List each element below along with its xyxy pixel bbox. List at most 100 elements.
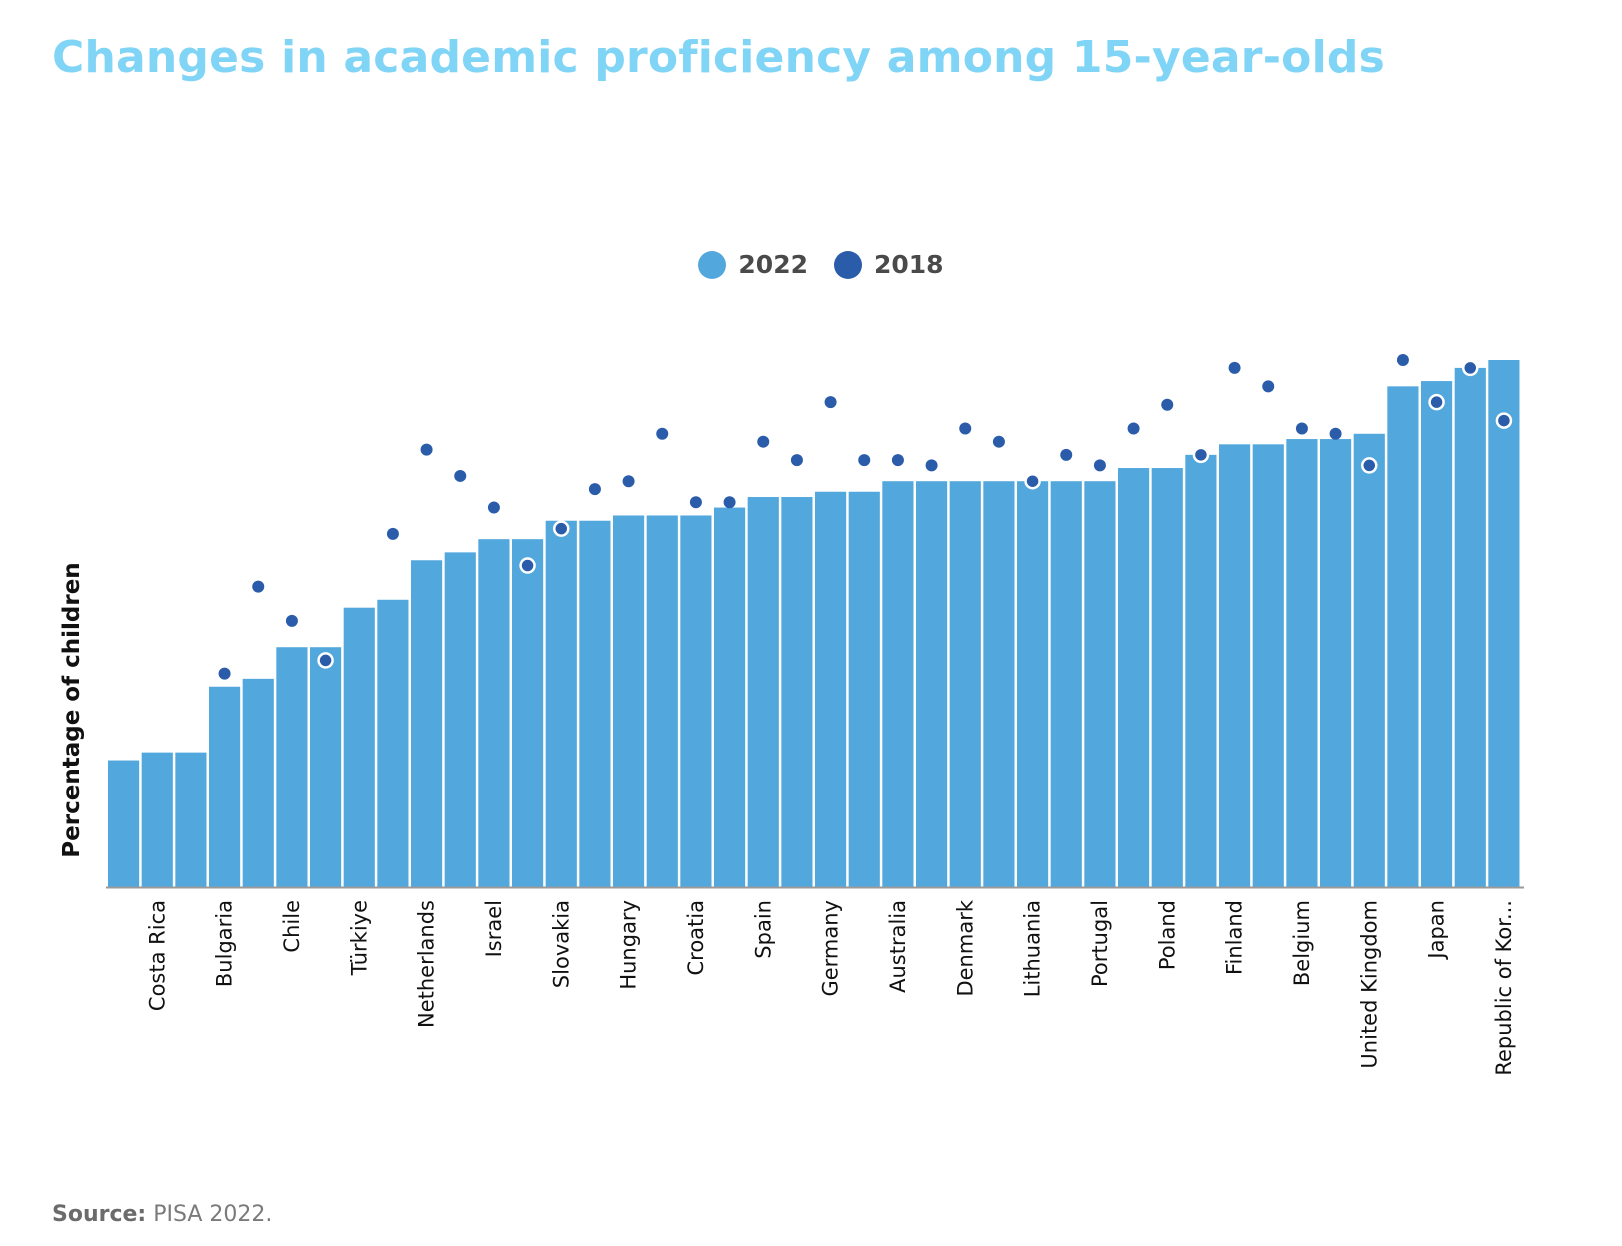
- x-tick-label: United Kingdom: [1357, 900, 1381, 1069]
- legend-swatch-2018: [834, 250, 862, 279]
- bar-2022[interactable]: [579, 520, 611, 887]
- bar-2022[interactable]: [1353, 433, 1385, 887]
- x-tick-label: Chile: [280, 900, 304, 953]
- point-2018[interactable]: [723, 496, 736, 509]
- point-2018[interactable]: [1127, 422, 1140, 435]
- bar-2022[interactable]: [983, 481, 1015, 887]
- bar-2022[interactable]: [1286, 439, 1318, 887]
- bar-2022[interactable]: [848, 491, 880, 887]
- point-2018[interactable]: [992, 435, 1005, 448]
- point-2018[interactable]: [553, 520, 570, 537]
- point-2018[interactable]: [588, 483, 601, 496]
- point-2018[interactable]: [218, 667, 231, 680]
- bar-2022[interactable]: [781, 497, 813, 887]
- point-2018[interactable]: [1093, 459, 1106, 472]
- bar-2022[interactable]: [1118, 468, 1150, 887]
- point-2018[interactable]: [1495, 412, 1513, 429]
- bar-2022[interactable]: [242, 678, 274, 887]
- point-2018[interactable]: [1262, 380, 1275, 393]
- point-2018[interactable]: [1329, 427, 1342, 440]
- bar-2022[interactable]: [646, 515, 678, 887]
- x-tick-label: Bulgaria: [213, 900, 237, 987]
- bar-2022[interactable]: [1084, 481, 1116, 887]
- bar-2022[interactable]: [1454, 367, 1486, 887]
- bar-2022[interactable]: [1185, 454, 1217, 887]
- point-2018[interactable]: [790, 454, 803, 467]
- bar-2022[interactable]: [276, 647, 308, 887]
- x-tick-label: Türkiye: [347, 900, 371, 976]
- x-tick-label: Slovakia: [549, 900, 573, 988]
- bar-2022[interactable]: [1421, 381, 1453, 887]
- point-2018[interactable]: [1192, 446, 1210, 464]
- legend-item-2022[interactable]: 2022: [698, 250, 808, 279]
- point-2018[interactable]: [622, 475, 635, 488]
- bar-2022[interactable]: [512, 539, 544, 887]
- point-2018[interactable]: [925, 459, 938, 472]
- point-2018[interactable]: [858, 454, 871, 467]
- bar-2022[interactable]: [613, 515, 645, 887]
- bar-2022[interactable]: [815, 491, 847, 887]
- point-2018[interactable]: [420, 443, 433, 456]
- point-2018[interactable]: [1396, 354, 1409, 366]
- bar-2022[interactable]: [411, 560, 443, 887]
- point-2018[interactable]: [519, 557, 536, 574]
- bar-2022[interactable]: [1320, 439, 1352, 887]
- point-2018[interactable]: [487, 501, 500, 514]
- bar-2022[interactable]: [108, 760, 140, 887]
- point-2018[interactable]: [656, 427, 669, 440]
- bar-2022[interactable]: [310, 647, 342, 887]
- x-tick-label: Republic of Kor...: [1492, 900, 1516, 1076]
- x-tick-label: Finland: [1223, 900, 1247, 975]
- legend-label-2022: 2022: [738, 250, 808, 279]
- bar-2022[interactable]: [1387, 386, 1419, 887]
- bar-2022[interactable]: [714, 507, 746, 887]
- point-2018[interactable]: [891, 454, 904, 467]
- bar-2022[interactable]: [478, 539, 510, 887]
- bar-2022[interactable]: [1219, 444, 1251, 887]
- point-2018[interactable]: [317, 652, 334, 669]
- source-label: Source:: [52, 1202, 147, 1227]
- bar-2022[interactable]: [1017, 481, 1049, 887]
- point-2018[interactable]: [1361, 457, 1378, 474]
- x-tick-label: Lithuania: [1021, 900, 1045, 997]
- bar-2022[interactable]: [1151, 468, 1183, 887]
- point-2018[interactable]: [689, 496, 702, 509]
- point-2018[interactable]: [454, 469, 467, 482]
- bar-2022[interactable]: [1050, 481, 1082, 887]
- point-2018[interactable]: [386, 527, 399, 540]
- x-tick-label: Portugal: [1088, 900, 1112, 987]
- x-tick-label: Japan: [1425, 900, 1449, 961]
- bar-2022[interactable]: [949, 481, 981, 887]
- bar-2022[interactable]: [747, 497, 779, 887]
- point-2018[interactable]: [824, 396, 837, 409]
- point-2018[interactable]: [757, 435, 770, 448]
- x-tick-label: Israel: [482, 900, 506, 957]
- bar-2022[interactable]: [377, 599, 409, 887]
- point-2018[interactable]: [1295, 422, 1308, 435]
- point-2018[interactable]: [1024, 472, 1041, 490]
- bar-2022[interactable]: [1252, 444, 1284, 887]
- bar-2022[interactable]: [882, 481, 914, 887]
- bar-2022[interactable]: [141, 752, 173, 887]
- point-2018[interactable]: [252, 580, 265, 593]
- bar-2022[interactable]: [209, 686, 241, 887]
- legend-item-2018[interactable]: 2018: [834, 250, 944, 279]
- bar-2022[interactable]: [175, 752, 207, 887]
- point-2018[interactable]: [1462, 359, 1479, 377]
- x-tick-label: Croatia: [684, 900, 708, 976]
- point-2018[interactable]: [285, 614, 298, 627]
- bar-2022[interactable]: [444, 552, 476, 887]
- point-2018[interactable]: [1060, 448, 1073, 461]
- bar-2022[interactable]: [545, 520, 577, 887]
- point-2018[interactable]: [1428, 393, 1445, 411]
- point-2018[interactable]: [1228, 361, 1241, 374]
- bar-2022[interactable]: [1488, 360, 1520, 887]
- x-tick-label: Belgium: [1290, 900, 1314, 986]
- point-2018[interactable]: [959, 422, 972, 435]
- point-2018[interactable]: [1161, 398, 1174, 411]
- x-tick-label: Australia: [886, 900, 910, 993]
- bar-2022[interactable]: [680, 515, 712, 887]
- source-text: PISA 2022.: [153, 1202, 273, 1227]
- bar-2022[interactable]: [343, 607, 375, 887]
- bar-2022[interactable]: [916, 481, 948, 887]
